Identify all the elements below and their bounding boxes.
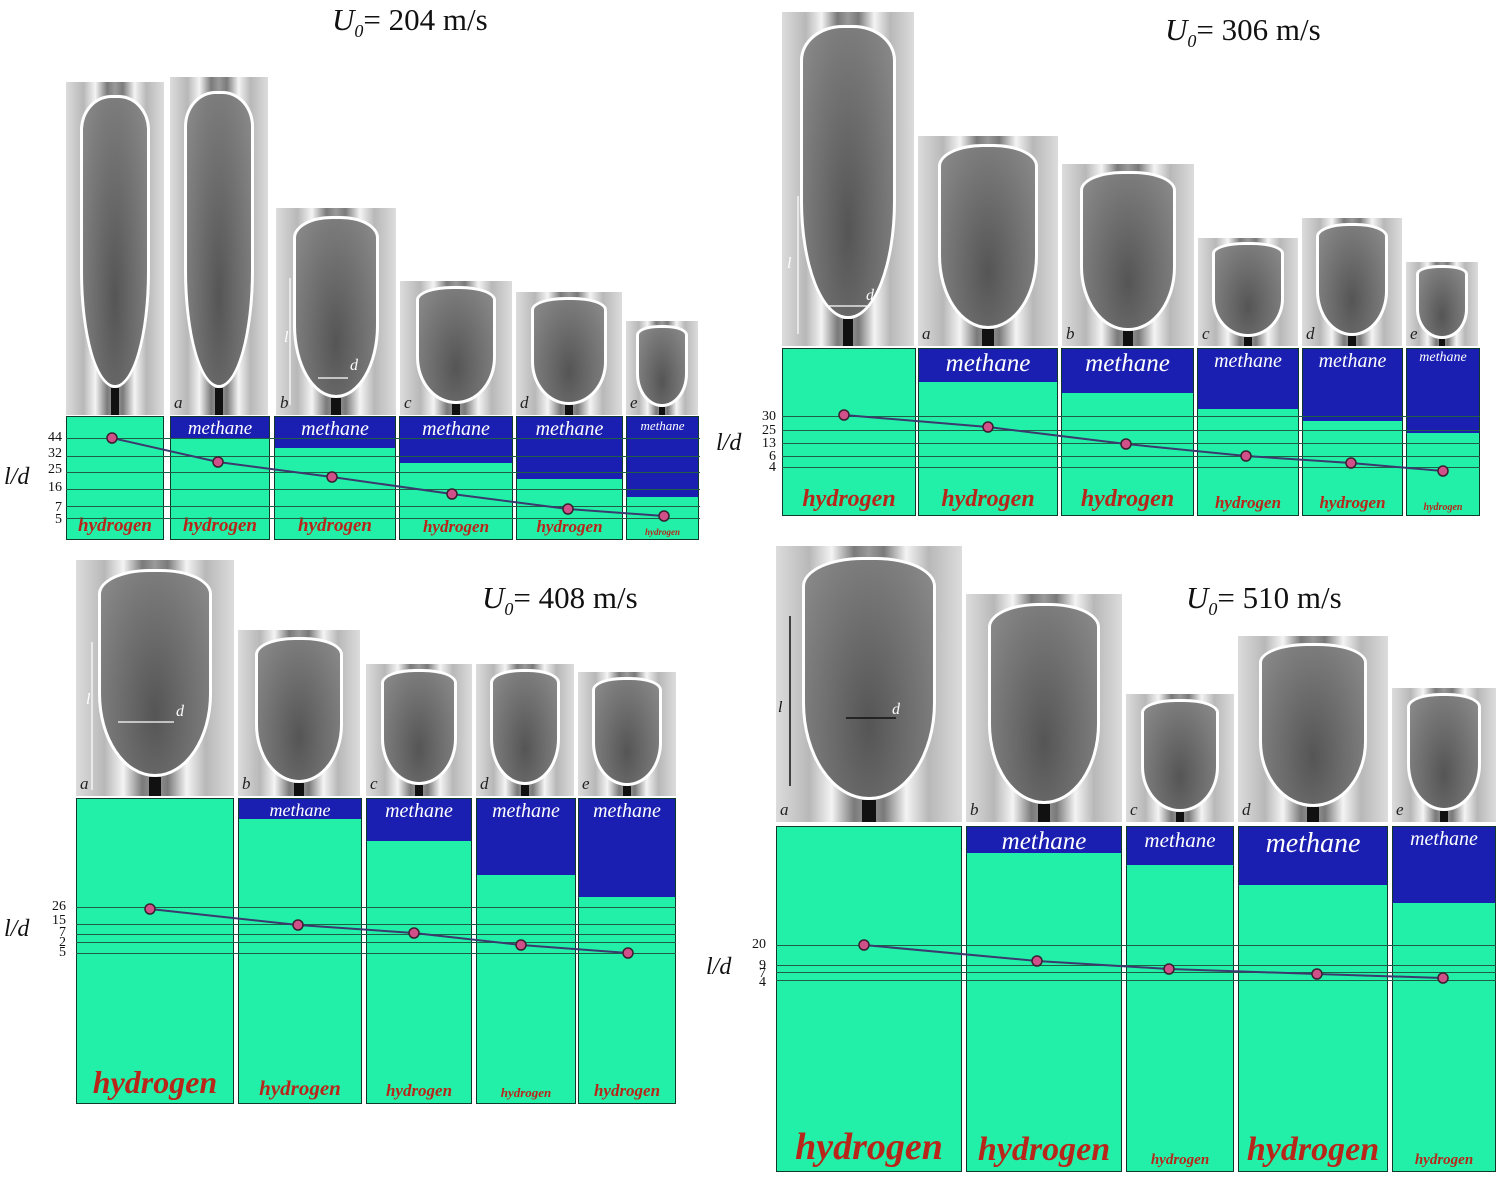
y-axis-label: l/d bbox=[4, 464, 30, 490]
grid-line bbox=[66, 438, 700, 439]
tick-label: 25 bbox=[48, 462, 62, 477]
composition-bar: methane hydrogen bbox=[476, 798, 576, 1104]
flame-photo: c bbox=[366, 664, 472, 796]
flame-photo: a bbox=[918, 136, 1058, 346]
composition-bar: methane hydrogen bbox=[399, 416, 513, 540]
flame-photo: e bbox=[1406, 262, 1478, 346]
tick-label: 7 bbox=[59, 925, 66, 940]
grid-line bbox=[782, 467, 1480, 468]
grid-line bbox=[76, 942, 676, 943]
flame-photo: e bbox=[626, 321, 698, 415]
tick-label: 30 bbox=[762, 409, 776, 424]
tick-label: 25 bbox=[762, 423, 776, 438]
composition-bar: hydrogen bbox=[66, 416, 164, 540]
flame-photo: a bbox=[76, 560, 234, 796]
composition-bar: methane hydrogen bbox=[578, 798, 676, 1104]
tick-label: 44 bbox=[48, 430, 62, 445]
grid-line bbox=[66, 518, 700, 519]
flame-photo: c bbox=[400, 281, 512, 415]
flame-photo: b bbox=[276, 208, 396, 415]
grid-line bbox=[776, 965, 1496, 966]
composition-bar: methane hydrogen bbox=[1392, 826, 1496, 1172]
flame-photo: d bbox=[476, 664, 574, 796]
grid-line bbox=[76, 934, 676, 935]
tick-label: 6 bbox=[769, 449, 776, 464]
grid-line bbox=[776, 972, 1496, 973]
grid-line bbox=[76, 924, 676, 925]
composition-bar: methane hydrogen bbox=[274, 416, 396, 540]
flame-photo: b bbox=[1062, 164, 1194, 346]
composition-bar: methane hydrogen bbox=[516, 416, 623, 540]
tick-label: 7 bbox=[759, 966, 766, 981]
y-axis-label: l/d bbox=[4, 916, 30, 942]
tick-label: 15 bbox=[52, 913, 66, 928]
flame-photo: d bbox=[516, 292, 622, 415]
flame-photo: b bbox=[966, 594, 1122, 822]
panel-title: U0= 306 m/s bbox=[1165, 12, 1321, 52]
grid-line bbox=[66, 506, 700, 507]
composition-bar: hydrogen bbox=[776, 826, 962, 1172]
composition-bar: methane hydrogen bbox=[1197, 348, 1299, 516]
grid-line bbox=[66, 472, 700, 473]
composition-bar: methane hydrogen bbox=[1238, 826, 1388, 1172]
grid-line bbox=[782, 456, 1480, 457]
composition-bar: methane hydrogen bbox=[238, 798, 362, 1104]
tick-label: 16 bbox=[48, 480, 62, 495]
panel-title: U0= 408 m/s bbox=[482, 580, 638, 620]
flame-photo: e bbox=[1392, 688, 1496, 822]
tick-label: 5 bbox=[55, 512, 62, 527]
tick-label: 4 bbox=[769, 460, 776, 475]
flame-photo bbox=[782, 12, 914, 346]
flame-photo: d bbox=[1302, 218, 1402, 346]
tick-label: 4 bbox=[759, 975, 766, 990]
composition-bar: methane hydrogen bbox=[626, 416, 699, 540]
flame-photo bbox=[66, 82, 164, 415]
grid-line bbox=[76, 953, 676, 954]
grid-line bbox=[782, 443, 1480, 444]
grid-line bbox=[66, 456, 700, 457]
flame-photo: c bbox=[1198, 238, 1298, 346]
grid-line bbox=[776, 980, 1496, 981]
flame-photo: d bbox=[1238, 636, 1388, 822]
grid-line bbox=[782, 416, 1480, 417]
composition-bar: methane hydrogen bbox=[170, 416, 270, 540]
composition-bar: methane hydrogen bbox=[366, 798, 472, 1104]
composition-bar: hydrogen bbox=[76, 798, 234, 1104]
composition-bar: methane hydrogen bbox=[1061, 348, 1194, 516]
panel-title: U0= 204 m/s bbox=[332, 2, 488, 42]
tick-label: 26 bbox=[52, 899, 66, 914]
tick-label: 32 bbox=[48, 446, 62, 461]
panel-title: U0= 510 m/s bbox=[1186, 580, 1342, 620]
grid-line bbox=[66, 489, 700, 490]
tick-label: 5 bbox=[59, 945, 66, 960]
tick-label: 20 bbox=[752, 937, 766, 952]
flame-photo: c bbox=[1126, 694, 1234, 822]
grid-line bbox=[776, 945, 1496, 946]
flame-photo: e bbox=[578, 672, 676, 796]
grid-line bbox=[782, 430, 1480, 431]
y-axis-label: l/d bbox=[706, 954, 732, 980]
composition-bar: methane hydrogen bbox=[966, 826, 1122, 1172]
composition-bar: methane hydrogen bbox=[1302, 348, 1403, 516]
composition-bar: methane hydrogen bbox=[1406, 348, 1480, 516]
composition-bar: methane hydrogen bbox=[1126, 826, 1234, 1172]
tick-label: 2 bbox=[59, 935, 66, 950]
flame-photo: b bbox=[238, 630, 360, 796]
grid-line bbox=[76, 907, 676, 908]
tick-label: 13 bbox=[762, 436, 776, 451]
flame-photo: a bbox=[776, 546, 962, 822]
flame-photo: a bbox=[170, 77, 268, 415]
y-axis-label: l/d bbox=[716, 430, 742, 456]
tick-label: 9 bbox=[759, 958, 766, 973]
composition-bar: methane hydrogen bbox=[918, 348, 1058, 516]
composition-bar: hydrogen bbox=[782, 348, 916, 516]
tick-label: 7 bbox=[55, 500, 62, 515]
